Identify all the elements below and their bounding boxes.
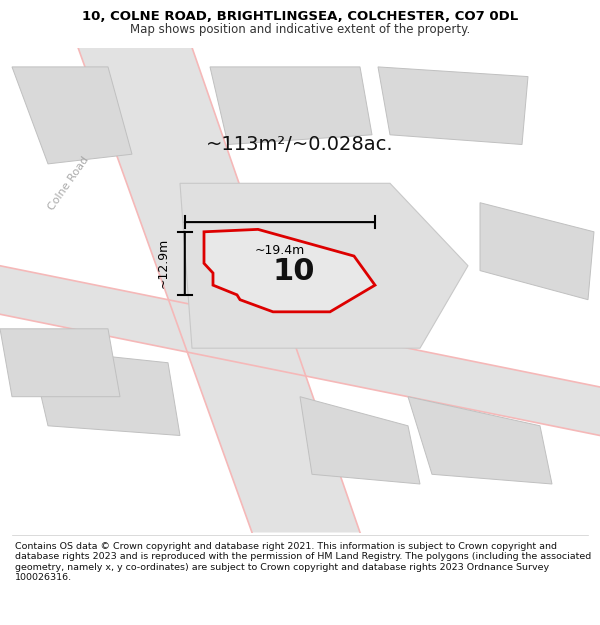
Polygon shape xyxy=(12,67,132,164)
Text: ~19.4m: ~19.4m xyxy=(255,244,305,257)
Polygon shape xyxy=(204,229,375,312)
Text: ~12.9m: ~12.9m xyxy=(157,238,170,289)
Text: ~113m²/~0.028ac.: ~113m²/~0.028ac. xyxy=(206,135,394,154)
Text: Colne Road: Colne Road xyxy=(47,154,91,212)
Text: 10, COLNE ROAD, BRIGHTLINGSEA, COLCHESTER, CO7 0DL: 10, COLNE ROAD, BRIGHTLINGSEA, COLCHESTE… xyxy=(82,9,518,22)
Polygon shape xyxy=(30,348,180,436)
Polygon shape xyxy=(408,397,552,484)
Polygon shape xyxy=(480,202,594,300)
Polygon shape xyxy=(0,266,600,436)
Polygon shape xyxy=(78,48,360,532)
Text: Contains OS data © Crown copyright and database right 2021. This information is : Contains OS data © Crown copyright and d… xyxy=(15,542,591,582)
Polygon shape xyxy=(180,183,468,348)
Polygon shape xyxy=(378,67,528,144)
Polygon shape xyxy=(210,67,372,144)
Polygon shape xyxy=(300,397,420,484)
Text: Map shows position and indicative extent of the property.: Map shows position and indicative extent… xyxy=(130,22,470,36)
Text: 10: 10 xyxy=(272,258,315,286)
Polygon shape xyxy=(0,329,120,397)
